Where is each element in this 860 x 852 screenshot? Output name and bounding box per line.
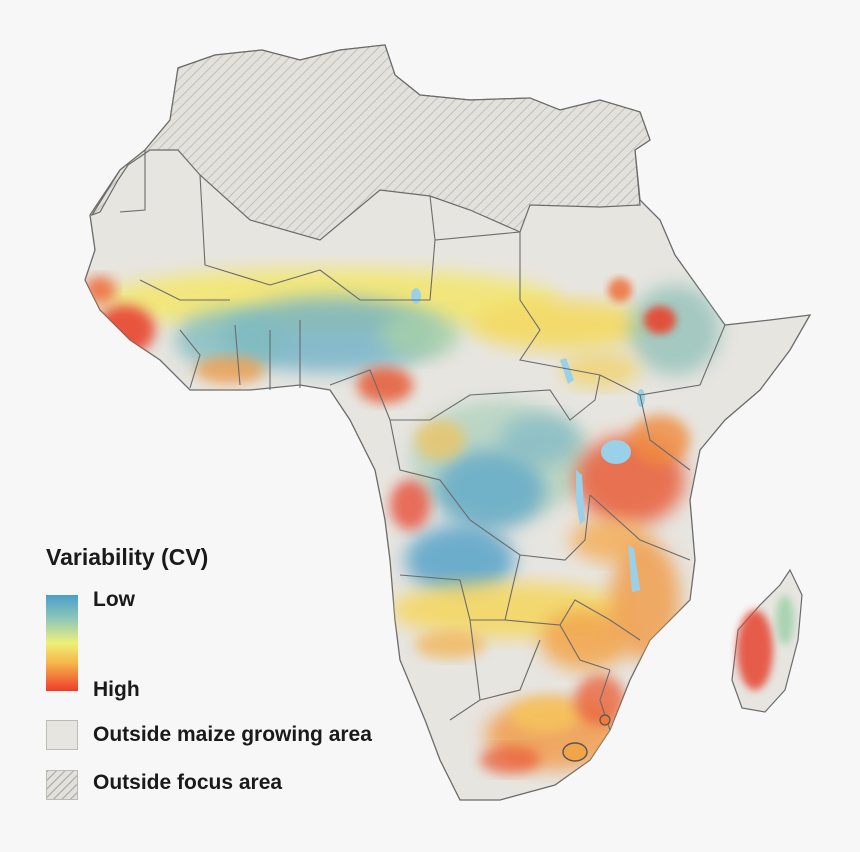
- country-borders: [119, 150, 726, 731]
- outside-maize-label: Outside maize growing area: [93, 723, 372, 746]
- outside-focus-label: Outside focus area: [93, 771, 283, 794]
- eswatini: [599, 714, 611, 726]
- outside-focus-area-hatch: [90, 44, 651, 241]
- variability-color-ramp: [46, 595, 78, 691]
- legend-title: Variability (CV): [46, 544, 209, 570]
- madagascar-variability: [737, 595, 794, 690]
- outside-maize-swatch: [46, 720, 78, 750]
- outside-focus-swatch: [46, 770, 78, 800]
- map-legend: Variability (CV) Low High Outside maize …: [44, 540, 424, 810]
- variability-field: [85, 268, 720, 774]
- lesotho: [562, 742, 588, 762]
- lakes: [411, 288, 645, 592]
- ramp-high-label: High: [93, 678, 140, 701]
- ramp-low-label: Low: [93, 588, 135, 611]
